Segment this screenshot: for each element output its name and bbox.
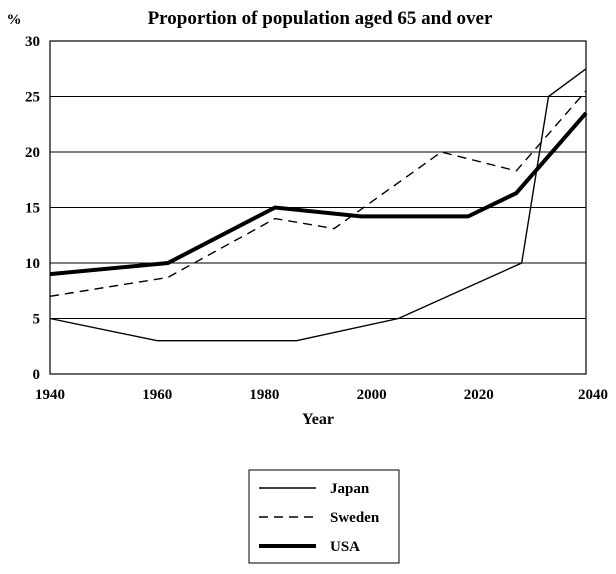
y-tick-label: 25 <box>25 90 40 106</box>
legend-label-japan: Japan <box>330 481 370 497</box>
y-tick-label: 30 <box>25 34 40 50</box>
gridlines <box>50 96 586 319</box>
series-line-usa <box>49 111 588 277</box>
series-line-sweden <box>49 90 587 297</box>
series-lines <box>49 68 588 342</box>
x-tick-label: 2000 <box>357 387 387 403</box>
plot-frame <box>49 40 587 375</box>
x-tick-label: 2040 <box>578 387 608 403</box>
x-tick-label: 1960 <box>142 387 172 403</box>
x-tick-labels: 1940 1960 1980 2000 2020 2040 <box>35 387 608 403</box>
x-tick-label: 1980 <box>249 387 279 403</box>
y-tick-label: 5 <box>33 312 41 328</box>
y-tick-label: 20 <box>25 145 40 161</box>
x-tick-label: 1940 <box>35 387 65 403</box>
x-axis-label: Year <box>302 411 334 428</box>
y-tick-label: 0 <box>33 367 41 383</box>
chart-title: Proportion of population aged 65 and ove… <box>148 8 493 29</box>
y-axis-label: % <box>7 12 22 28</box>
y-tick-label: 15 <box>25 201 40 217</box>
x-tick-label: 2020 <box>464 387 494 403</box>
legend-label-usa: USA <box>330 539 360 555</box>
y-tick-labels: 0 5 10 15 20 25 30 <box>25 34 40 383</box>
series-line-japan <box>49 68 587 342</box>
legend: Japan Sweden USA <box>248 469 400 564</box>
y-tick-label: 10 <box>25 256 40 272</box>
legend-label-sweden: Sweden <box>330 510 380 526</box>
